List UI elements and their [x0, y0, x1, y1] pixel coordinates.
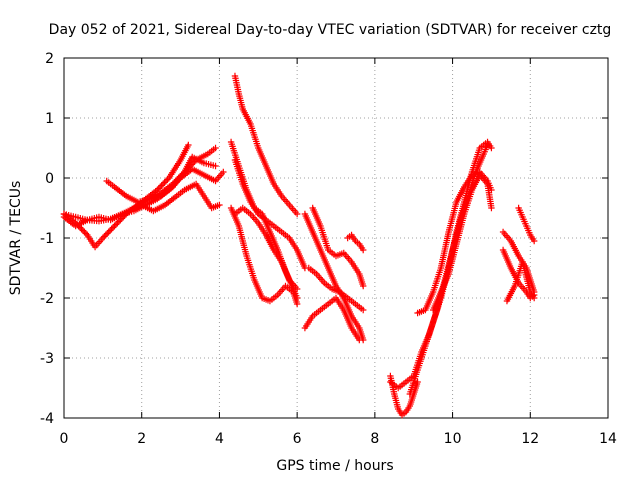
- series-arc-16: [387, 372, 421, 419]
- data-point: [104, 230, 111, 237]
- data-point: [212, 144, 219, 152]
- data-point: [191, 158, 198, 165]
- data-point: [188, 161, 195, 168]
- data-point: [109, 224, 117, 231]
- series-arc-9: [231, 156, 309, 272]
- data-point: [156, 183, 164, 191]
- data-point: [161, 179, 168, 186]
- series-arc-12: [301, 294, 363, 344]
- data-point: [108, 225, 115, 233]
- data-point: [178, 171, 185, 179]
- data-point: [111, 222, 118, 230]
- data-point: [179, 170, 187, 177]
- data-point: [172, 177, 179, 185]
- x-tick-label: 6: [293, 431, 302, 447]
- data-point: [185, 141, 192, 149]
- data-point: [181, 168, 188, 176]
- series-arc-5: [138, 180, 223, 215]
- data-point: [164, 176, 171, 183]
- x-axis-label: GPS time / hours: [276, 458, 393, 474]
- series-arc-10: [231, 204, 301, 293]
- data-point: [216, 201, 223, 209]
- data-point: [114, 219, 121, 227]
- data-point: [155, 185, 162, 192]
- series-arc-6: [231, 72, 301, 218]
- series-arc-20: [414, 168, 495, 317]
- series-arc-4: [103, 144, 219, 206]
- data-point: [360, 282, 367, 290]
- data-point: [82, 230, 90, 237]
- series-arc-13: [305, 264, 367, 314]
- data-point: [184, 165, 191, 173]
- data-point: [169, 180, 176, 188]
- data-point: [112, 221, 120, 228]
- data-point: [488, 144, 495, 152]
- x-tick-label: 12: [521, 431, 539, 447]
- data-point: [99, 234, 107, 242]
- grid-lines: [64, 58, 608, 418]
- data-point: [488, 204, 495, 212]
- data-point: [182, 167, 190, 174]
- y-tick-label: -3: [40, 351, 54, 367]
- series-arc-14: [309, 204, 367, 290]
- data-point: [293, 285, 301, 293]
- series-arc-11: [301, 210, 367, 344]
- data-point: [356, 336, 363, 344]
- data-point: [105, 228, 112, 236]
- y-tick-label: 0: [45, 171, 54, 187]
- data-point: [162, 177, 170, 185]
- data-point: [81, 228, 88, 236]
- data-point: [293, 210, 301, 218]
- data-point: [173, 176, 181, 183]
- y-tick-label: -1: [40, 231, 54, 247]
- data-point: [106, 227, 114, 234]
- y-tick-label: -4: [40, 411, 54, 427]
- data-point: [187, 162, 194, 170]
- y-tick-label: 2: [45, 51, 54, 67]
- data-point: [360, 246, 367, 254]
- data-point: [101, 233, 108, 240]
- x-tick-label: 2: [137, 431, 146, 447]
- x-tick-label: 14: [599, 431, 617, 447]
- data-point: [212, 162, 219, 170]
- x-tick-label: 8: [370, 431, 379, 447]
- data-point: [293, 300, 301, 308]
- data-point: [530, 294, 538, 302]
- data-point: [176, 173, 184, 180]
- data-point: [78, 225, 85, 233]
- data-point: [159, 180, 167, 188]
- y-tick-label: 1: [45, 111, 54, 127]
- series-arc-22: [499, 246, 538, 302]
- data-points: [60, 72, 538, 419]
- data-point: [102, 231, 109, 239]
- x-tick-label: 10: [444, 431, 462, 447]
- series-arc-24: [515, 204, 538, 245]
- data-point: [171, 179, 178, 186]
- chart-title: Day 052 of 2021, Sidereal Day-to-day VTE…: [49, 22, 612, 38]
- data-point: [530, 237, 538, 245]
- y-axis-label: SDTVAR / TECUs: [8, 181, 24, 296]
- y-tick-label: -2: [40, 291, 54, 307]
- data-point: [360, 306, 367, 314]
- x-tick-label: 0: [60, 431, 69, 447]
- data-point: [220, 168, 227, 176]
- series-arc-8: [227, 204, 301, 308]
- x-tick-label: 4: [215, 431, 224, 447]
- data-point: [175, 174, 182, 182]
- data-point: [79, 227, 87, 234]
- data-point: [185, 164, 193, 171]
- series-arc-15: [344, 231, 367, 254]
- data-point: [414, 378, 421, 386]
- data-point: [190, 159, 197, 167]
- data-point: [158, 182, 165, 189]
- data-point: [115, 218, 123, 225]
- series-arc-23: [503, 258, 538, 305]
- data-point: [488, 186, 495, 194]
